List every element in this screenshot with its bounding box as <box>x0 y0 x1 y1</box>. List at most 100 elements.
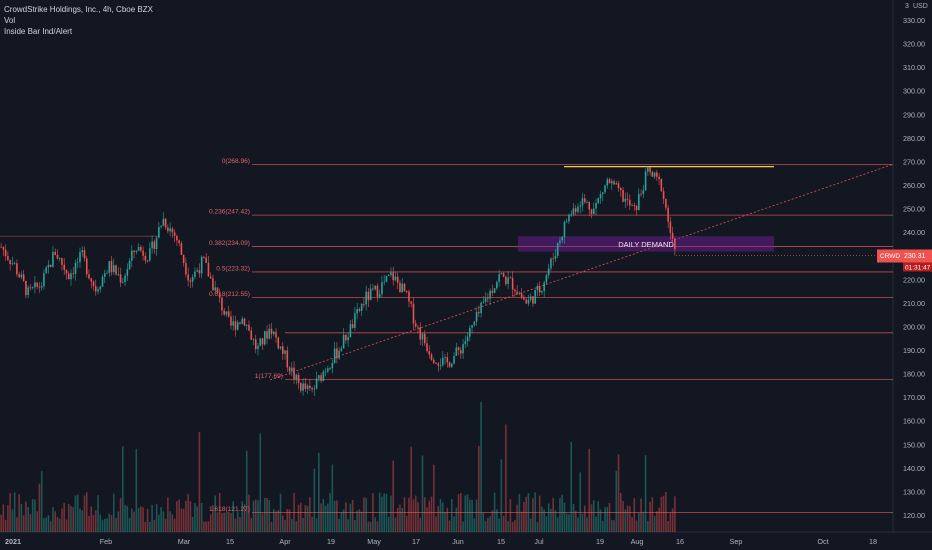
candle-body <box>61 257 63 265</box>
candle-body <box>124 275 126 282</box>
volume-bar <box>394 517 397 532</box>
volume-bar <box>536 521 539 532</box>
volume-bar <box>347 519 349 532</box>
candle-body <box>500 273 503 275</box>
volume-bar <box>4 519 7 532</box>
volume-bar <box>475 499 478 532</box>
countdown-value: 01:31:47 <box>905 264 931 271</box>
candle-body <box>401 283 404 293</box>
volume-bar <box>29 514 32 532</box>
volume-bar <box>144 521 147 532</box>
volume-bar <box>647 520 649 532</box>
volume-bar <box>133 511 135 532</box>
candle-body <box>241 318 244 324</box>
candle-body <box>419 327 422 340</box>
volume-bar <box>153 520 156 532</box>
volume-bar <box>547 503 550 532</box>
volume-bar <box>257 500 259 532</box>
candle-body <box>117 274 120 276</box>
volume-bar <box>207 521 210 532</box>
volume-bar <box>205 521 207 532</box>
symbol-title[interactable]: CrowdStrike Holdings, Inc., 4h, Cboe BZX <box>4 5 153 14</box>
volume-bar <box>498 518 500 532</box>
candle-body <box>119 274 122 283</box>
volume-bar <box>318 452 320 532</box>
candle-body <box>536 285 539 291</box>
candle-body <box>250 330 253 340</box>
volume-bar <box>45 517 47 532</box>
candle-body <box>464 341 467 345</box>
candle-body <box>160 225 162 228</box>
candle-body <box>572 208 575 215</box>
volume-bar <box>203 521 205 532</box>
candle-body <box>205 257 207 263</box>
volume-bar <box>137 508 140 532</box>
candle-body <box>97 289 99 292</box>
volume-bar <box>295 521 298 532</box>
volume-bar <box>27 507 29 532</box>
volume-bar <box>131 508 133 532</box>
candle-body <box>662 191 665 199</box>
volume-bar <box>392 460 394 532</box>
volume-bar <box>410 446 413 532</box>
time-tick-label: 2021 <box>5 537 21 546</box>
volume-bar <box>665 492 667 532</box>
candle-body <box>20 274 23 278</box>
candle-body <box>88 274 90 279</box>
volume-bar <box>2 504 5 532</box>
candle-body <box>164 218 167 228</box>
volume-bar <box>128 517 131 532</box>
volume-bar <box>543 509 545 532</box>
price-tick-label: 130.00 <box>903 487 925 496</box>
currency-label[interactable]: USD <box>913 3 928 10</box>
candle-body <box>22 274 25 281</box>
volume-bar <box>140 506 142 532</box>
inside-bar-indicator-label[interactable]: Inside Bar Ind/Alert <box>4 27 73 36</box>
volume-bar <box>653 515 656 532</box>
candle-body <box>622 190 624 202</box>
volume-bar <box>534 492 536 532</box>
candle-body <box>293 367 295 380</box>
candle-body <box>286 350 289 368</box>
volume-bar <box>360 511 363 532</box>
volume-bar <box>649 501 651 532</box>
volume-bar <box>518 494 521 532</box>
volume-indicator-label[interactable]: Vol <box>4 16 16 25</box>
volume-bar <box>291 519 293 532</box>
candle-body <box>660 178 663 192</box>
candle-body <box>25 280 27 296</box>
candle-body <box>232 321 235 326</box>
candle-body <box>243 318 246 326</box>
volume-bar <box>324 505 327 532</box>
volume-bar <box>216 512 219 532</box>
candle-body <box>674 238 676 250</box>
candle-body <box>128 260 131 270</box>
candle-body <box>227 311 230 317</box>
candle-body <box>579 205 582 207</box>
volume-bar <box>462 521 464 532</box>
price-tick-label: 240.00 <box>903 228 925 237</box>
candle-body <box>126 269 129 276</box>
volume-bar <box>601 521 604 532</box>
candle-body <box>340 348 343 351</box>
candle-body <box>529 296 532 300</box>
candle-body <box>74 262 77 274</box>
volume-bar <box>441 502 444 532</box>
price-tick-label: 320.00 <box>903 40 925 49</box>
volume-bar <box>209 514 212 532</box>
volume-bar <box>106 518 108 532</box>
volume-bar <box>642 511 645 532</box>
volume-bar <box>484 521 487 532</box>
price-tick-label: 220.00 <box>903 275 925 284</box>
volume-bar <box>99 514 102 532</box>
volume-bar <box>322 498 325 532</box>
volume-bar <box>9 492 11 532</box>
candle-body <box>514 289 516 292</box>
price-tick-label: 300.00 <box>903 87 925 96</box>
volume-bar <box>457 494 460 532</box>
candle-body <box>309 385 311 389</box>
volume-bar <box>72 507 75 532</box>
candle-body <box>178 240 180 244</box>
price-tick-label: 140.00 <box>903 464 925 473</box>
